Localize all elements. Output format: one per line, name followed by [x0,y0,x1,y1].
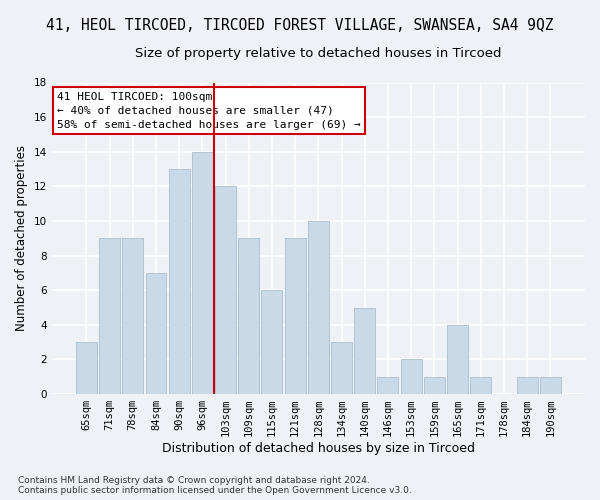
Bar [76,342,97,394]
X-axis label: Distribution of detached houses by size in Tircoed: Distribution of detached houses by size … [162,442,475,455]
Bar [447,325,468,394]
Bar [192,152,213,394]
Bar [470,377,491,394]
Bar [401,360,422,394]
Bar [308,221,329,394]
Bar [262,290,283,394]
Bar [377,377,398,394]
Y-axis label: Number of detached properties: Number of detached properties [15,146,28,332]
Bar [99,238,120,394]
Bar [284,238,305,394]
Bar [238,238,259,394]
Text: 41, HEOL TIRCOED, TIRCOED FOREST VILLAGE, SWANSEA, SA4 9QZ: 41, HEOL TIRCOED, TIRCOED FOREST VILLAGE… [46,18,554,32]
Bar [169,169,190,394]
Bar [215,186,236,394]
Text: 41 HEOL TIRCOED: 100sqm
← 40% of detached houses are smaller (47)
58% of semi-de: 41 HEOL TIRCOED: 100sqm ← 40% of detache… [57,92,361,130]
Bar [517,377,538,394]
Bar [122,238,143,394]
Bar [540,377,561,394]
Bar [331,342,352,394]
Bar [146,273,166,394]
Bar [424,377,445,394]
Bar [354,308,375,394]
Text: Contains HM Land Registry data © Crown copyright and database right 2024.
Contai: Contains HM Land Registry data © Crown c… [18,476,412,495]
Title: Size of property relative to detached houses in Tircoed: Size of property relative to detached ho… [135,48,502,60]
